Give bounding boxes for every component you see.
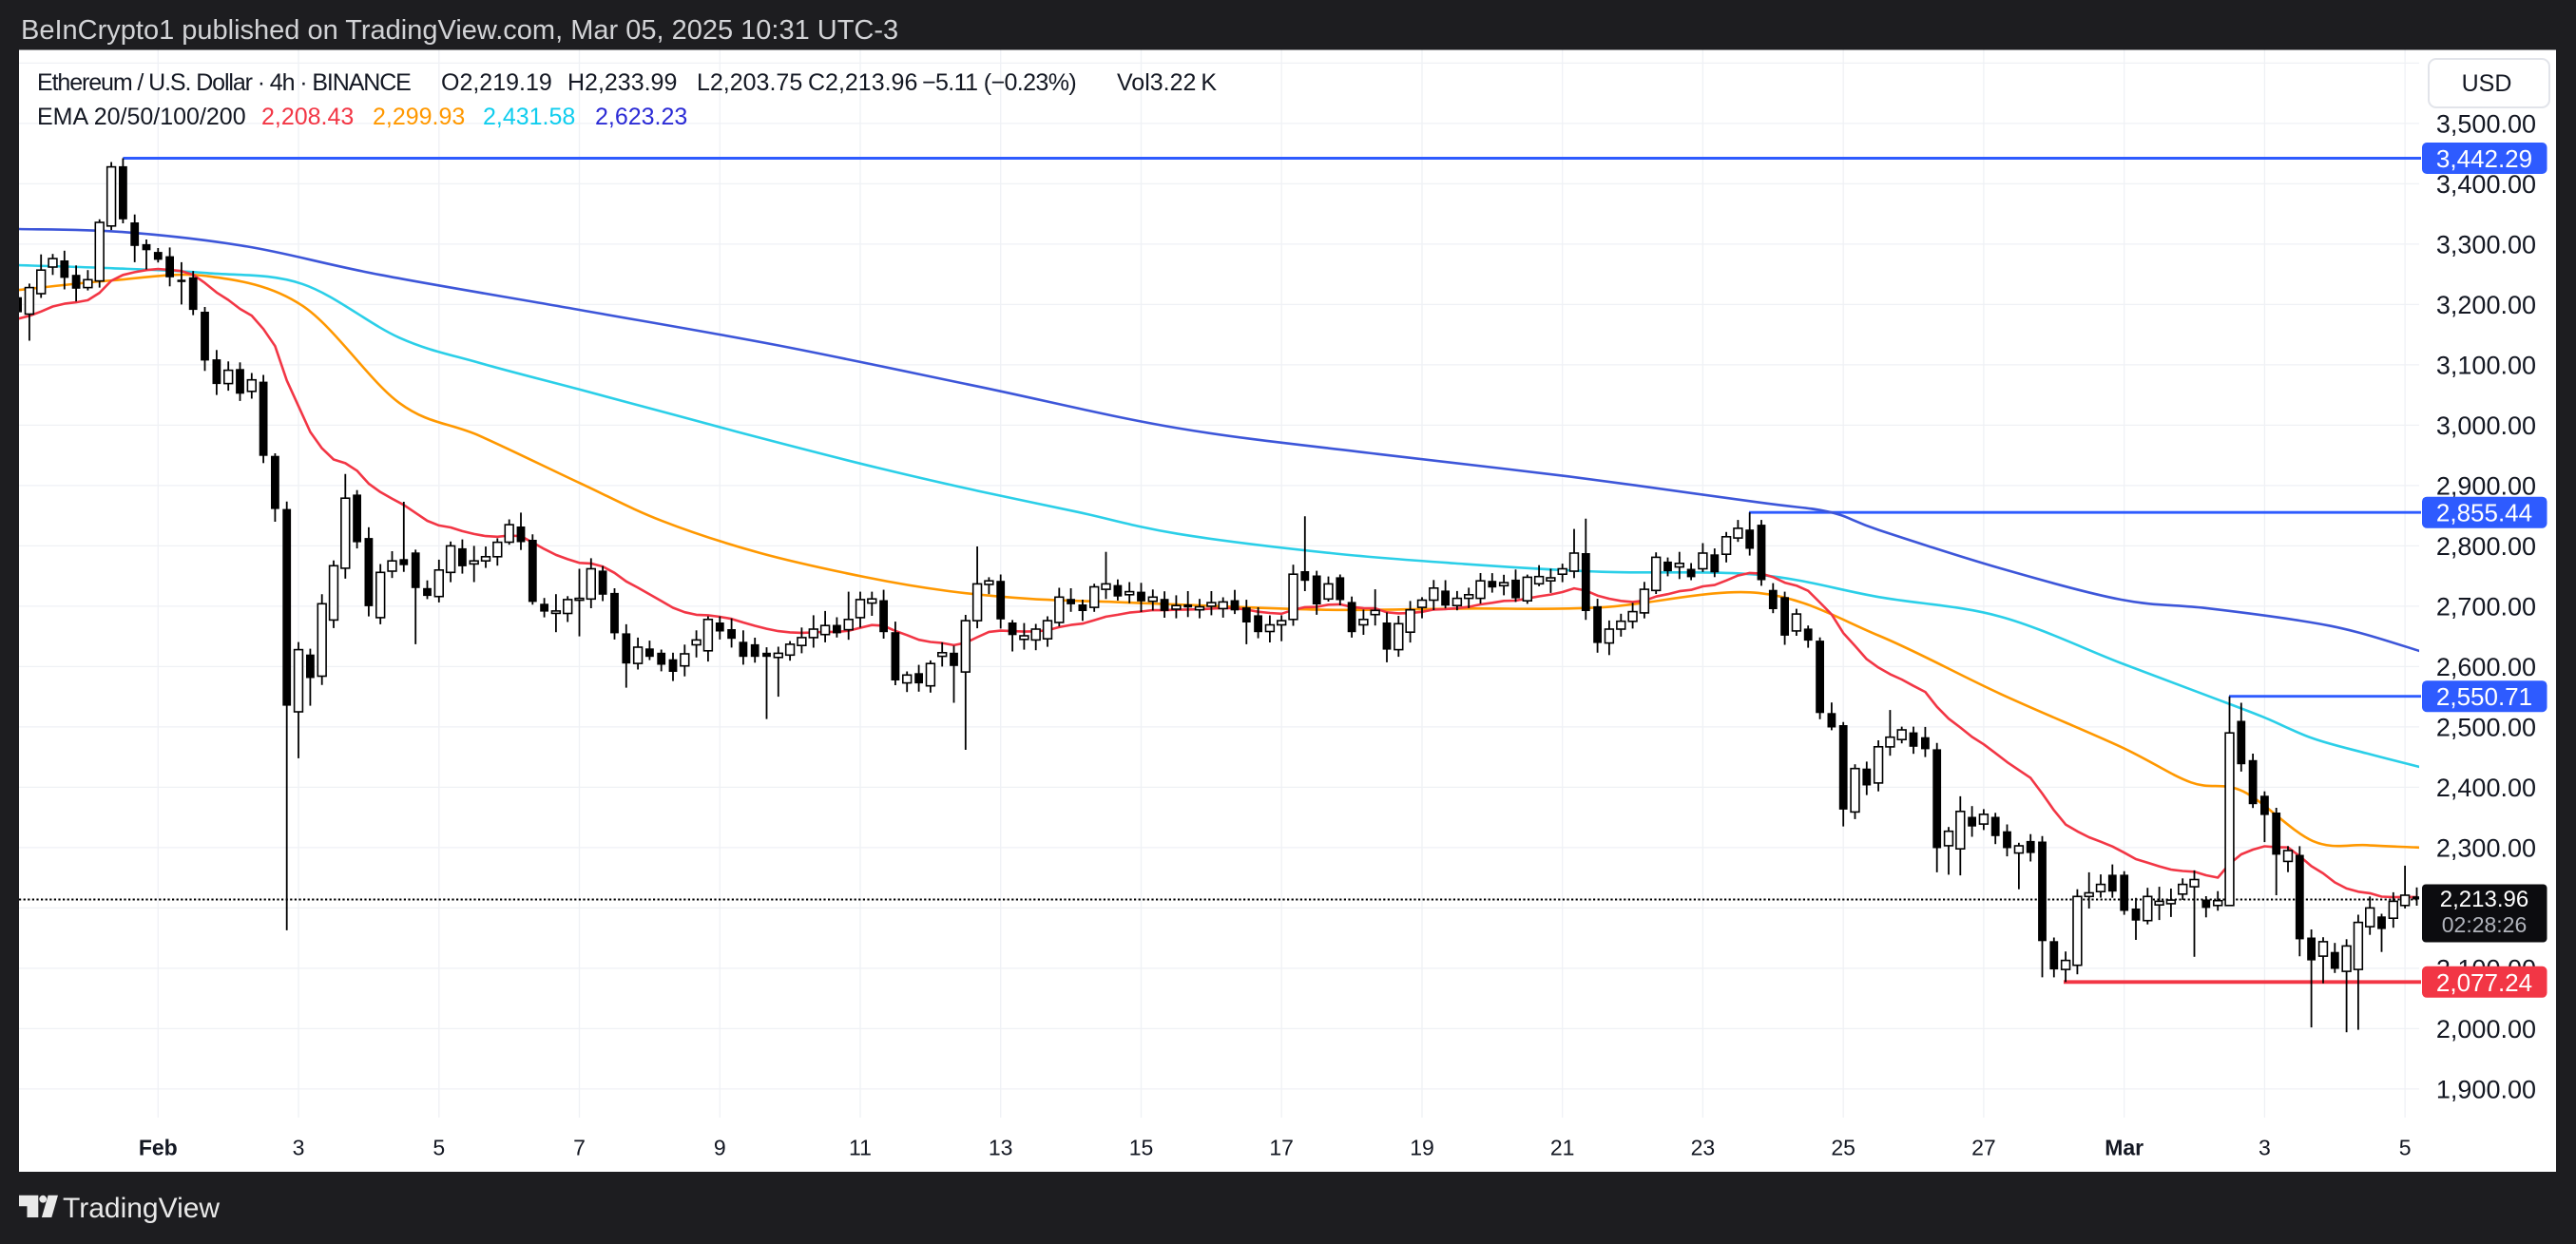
svg-text:2,800.00: 2,800.00: [2436, 532, 2536, 561]
svg-text:2,400.00: 2,400.00: [2436, 774, 2536, 802]
svg-text:11: 11: [849, 1136, 872, 1160]
svg-text:2,550.71: 2,550.71: [2436, 682, 2532, 711]
svg-text:USD: USD: [2462, 70, 2512, 97]
svg-text:Feb: Feb: [139, 1136, 178, 1160]
svg-text:7: 7: [573, 1136, 586, 1160]
svg-text:2,600.00: 2,600.00: [2436, 653, 2536, 681]
svg-text:TradingView: TradingView: [63, 1193, 220, 1224]
svg-text:3: 3: [293, 1136, 305, 1160]
svg-text:2,500.00: 2,500.00: [2436, 713, 2536, 741]
svg-text:2,077.24: 2,077.24: [2436, 968, 2532, 997]
svg-text:Mar: Mar: [2105, 1136, 2143, 1160]
svg-text:3,000.00: 3,000.00: [2436, 411, 2536, 440]
svg-text:2,208.43: 2,208.43: [261, 104, 354, 130]
svg-text:Vol3.22 K: Vol3.22 K: [1117, 69, 1217, 96]
svg-text:EMA 20/50/100/200: EMA 20/50/100/200: [37, 104, 246, 130]
svg-text:3,200.00: 3,200.00: [2436, 291, 2536, 319]
svg-text:13: 13: [989, 1136, 1013, 1160]
svg-text:2,299.93: 2,299.93: [373, 104, 465, 130]
svg-text:2,300.00: 2,300.00: [2436, 833, 2536, 862]
svg-text:3,500.00: 3,500.00: [2436, 109, 2536, 138]
svg-text:2,213.96: 2,213.96: [2440, 887, 2528, 912]
svg-text:O2,219.19: O2,219.19: [441, 69, 552, 96]
svg-text:2,855.44: 2,855.44: [2436, 499, 2532, 527]
svg-text:9: 9: [714, 1136, 726, 1160]
svg-text:5: 5: [433, 1136, 445, 1160]
svg-text:02:28:26: 02:28:26: [2442, 912, 2528, 937]
svg-text:3,400.00: 3,400.00: [2436, 170, 2536, 199]
svg-text:C2,213.96: C2,213.96: [808, 69, 917, 96]
svg-text:−5.11 (−0.23%): −5.11 (−0.23%): [922, 69, 1076, 96]
svg-text:3,100.00: 3,100.00: [2436, 351, 2536, 379]
svg-text:5: 5: [2399, 1136, 2412, 1160]
svg-text:27: 27: [1971, 1136, 1996, 1160]
svg-text:19: 19: [1410, 1136, 1434, 1160]
svg-text:Ethereum / U.S. Dollar · 4h ·: Ethereum / U.S. Dollar · 4h · BINANCE: [37, 69, 411, 96]
svg-text:L2,203.75: L2,203.75: [697, 69, 802, 96]
svg-text:21: 21: [1550, 1136, 1575, 1160]
svg-text:BeInCrypto1 published on Tradi: BeInCrypto1 published on TradingView.com…: [21, 15, 898, 46]
svg-text:3,442.29: 3,442.29: [2436, 144, 2532, 173]
svg-text:2,700.00: 2,700.00: [2436, 592, 2536, 621]
svg-text:2,000.00: 2,000.00: [2436, 1015, 2536, 1043]
svg-text:H2,233.99: H2,233.99: [567, 69, 677, 96]
svg-text:2,623.23: 2,623.23: [595, 104, 687, 130]
svg-text:17: 17: [1269, 1136, 1294, 1160]
svg-text:23: 23: [1691, 1136, 1716, 1160]
svg-text:25: 25: [1831, 1136, 1855, 1160]
svg-text:3,300.00: 3,300.00: [2436, 230, 2536, 258]
svg-text:2,900.00: 2,900.00: [2436, 471, 2536, 500]
svg-text:15: 15: [1129, 1136, 1154, 1160]
svg-text:3: 3: [2259, 1136, 2271, 1160]
svg-text:2,431.58: 2,431.58: [483, 104, 575, 130]
svg-text:1,900.00: 1,900.00: [2436, 1075, 2536, 1103]
